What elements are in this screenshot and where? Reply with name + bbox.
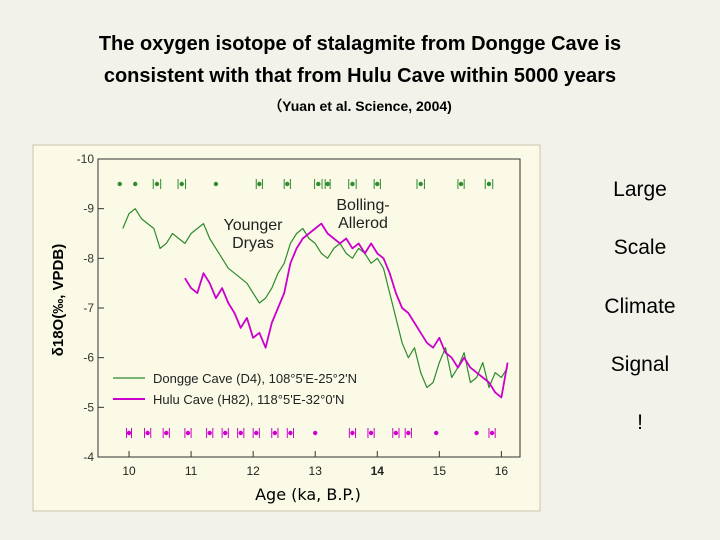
- annotation-line: Younger: [223, 217, 283, 234]
- dating-point-hulu: [489, 430, 495, 436]
- x-axis: 10 11 12 13 14 15 16: [122, 451, 508, 478]
- side-word-signal: Signal: [610, 353, 670, 376]
- plot-frame: [97, 158, 521, 458]
- legend-label-hulu: Hulu Cave (H82), 118°5'E-32°0'N: [153, 392, 344, 407]
- x-tick-label: 16: [495, 464, 509, 478]
- x-tick-label: 15: [433, 464, 447, 478]
- dating-point-hulu: [393, 430, 399, 436]
- series-layer: [122, 208, 509, 399]
- x-axis-label: Age (ka, B.P.): [255, 485, 361, 504]
- dating-point-dongge: [257, 181, 262, 187]
- side-word-large: Large: [613, 178, 667, 201]
- x-tick-label: 13: [309, 464, 323, 478]
- dating-point-hulu: [434, 430, 439, 436]
- legend-label-dongge: Dongge Cave (D4), 108°5'E-25°2'N: [153, 371, 357, 386]
- annotation-bolling-allerod: Bolling-Allerod: [336, 197, 389, 232]
- dating-point-hulu: [288, 430, 293, 436]
- x-tick-label: 10: [122, 464, 136, 478]
- y-axis-label: δ18O(‰, VPDB): [50, 244, 67, 356]
- dating-point-hulu: [406, 430, 411, 436]
- dating-point-hulu: [272, 430, 278, 436]
- dating-point-dongge: [325, 181, 330, 187]
- title-line-1: The oxygen isotope of stalagmite from Do…: [98, 33, 622, 55]
- y-tick-label: -9: [83, 202, 94, 216]
- dating-point-dongge: [316, 181, 321, 187]
- dating-point-dongge: [486, 181, 492, 187]
- y-tick-label: -6: [83, 351, 94, 365]
- annotation-younger-dryas: Younger Dryas: [223, 217, 283, 252]
- side-word-exclaim: !: [637, 411, 643, 434]
- dating-point-dongge: [154, 181, 160, 187]
- dating-point-hulu: [207, 430, 212, 436]
- x-tick-label: 12: [246, 464, 260, 478]
- x-tick-label: 11: [185, 464, 198, 478]
- y-tick-label: -8: [83, 251, 94, 265]
- annotation-line: Dryas: [232, 235, 274, 252]
- side-word-climate: Climate: [604, 295, 676, 318]
- slide-title: The oxygen isotope of stalagmite from Do…: [0, 28, 720, 92]
- dating-point-dongge: [179, 181, 184, 187]
- series-line-hulu: [184, 222, 509, 399]
- dating-point-hulu: [185, 430, 191, 436]
- dating-point-hulu: [126, 430, 132, 436]
- dating-point-dongge: [133, 181, 138, 187]
- y-tick-label: -7: [83, 301, 94, 315]
- annotation-line: Allerod: [338, 215, 388, 232]
- dating-point-hulu: [145, 430, 150, 436]
- dating-point-dongge: [350, 181, 355, 187]
- dating-point-hulu: [313, 430, 318, 436]
- x-tick-label: 14: [371, 464, 385, 478]
- y-axis: -10 -9 -8 -7 -6 -5 -4: [77, 152, 104, 464]
- dating-point-hulu: [474, 430, 479, 436]
- dating-point-hulu: [223, 430, 228, 436]
- side-word-scale: Scale: [613, 236, 667, 259]
- dating-point-hulu: [254, 430, 259, 436]
- dating-point-dongge: [213, 181, 219, 187]
- title-line-2: consistent with that from Hulu Cave with…: [103, 65, 617, 87]
- series-line-dongge: [122, 208, 509, 389]
- dating-point-dongge: [418, 181, 423, 187]
- citation: （Yuan et al. Science, 2004): [268, 98, 452, 114]
- legend: Dongge Cave (D4), 108°5'E-25°2'N Hulu Ca…: [113, 371, 357, 407]
- y-tick-label: -5: [83, 400, 94, 414]
- dating-point-dongge: [285, 181, 290, 187]
- dating-point-dongge: [375, 181, 380, 187]
- dating-point-hulu: [368, 430, 374, 436]
- dating-point-dongge: [117, 181, 122, 187]
- dating-point-hulu: [238, 430, 243, 436]
- annotation-line: Bolling-: [336, 197, 389, 214]
- dating-point-hulu: [164, 430, 169, 436]
- y-tick-label: -4: [83, 450, 94, 464]
- y-tick-label: -10: [77, 152, 95, 166]
- dating-point-hulu: [350, 430, 355, 436]
- dating-point-dongge: [458, 181, 464, 187]
- dating-layer: [117, 179, 496, 438]
